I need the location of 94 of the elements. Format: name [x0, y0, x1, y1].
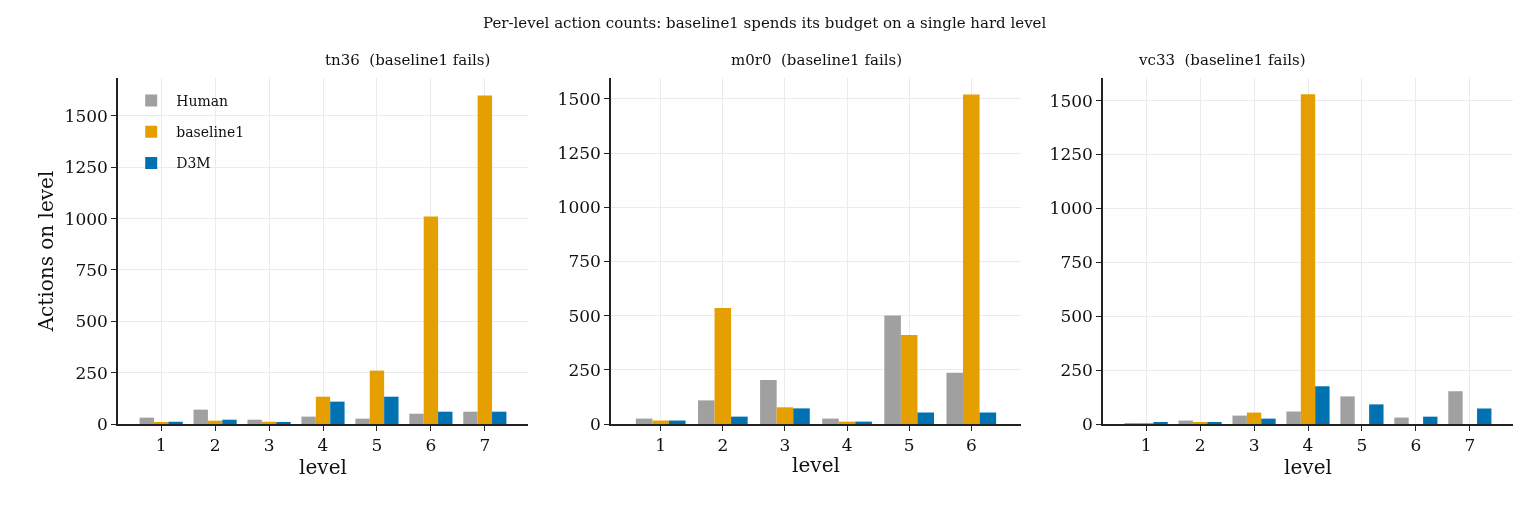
y-tick-label: 250: [75, 362, 108, 383]
x-tick-label: 1: [655, 435, 667, 456]
x-tick-label: 2: [717, 435, 729, 456]
bar: [917, 412, 935, 424]
x-axis-title: level: [1284, 455, 1332, 480]
bar: [247, 419, 262, 424]
legend-label: baseline1: [176, 124, 245, 141]
y-tick-label: 1500: [64, 105, 108, 126]
legend-label: D3M: [176, 155, 211, 172]
bar: [1315, 386, 1330, 424]
bar: [760, 379, 777, 424]
x-axis-title: level: [299, 455, 347, 480]
bar: [193, 409, 208, 424]
bar: [492, 411, 507, 424]
bar: [1232, 415, 1247, 424]
bar: [776, 407, 794, 424]
x-tick-label: 5: [1356, 435, 1368, 456]
bar: [793, 408, 810, 424]
x-tick-label: 4: [841, 435, 853, 456]
x-tick-label: 4: [317, 435, 329, 456]
x-axis-title: level: [792, 453, 840, 478]
bar: [822, 418, 839, 424]
bar: [1423, 416, 1438, 424]
y-tick-label: 0: [97, 413, 108, 434]
y-tick-label: 1000: [1049, 198, 1093, 219]
bar: [979, 412, 997, 424]
bar: [330, 401, 345, 424]
text: Per-level action counts: baseline1 spends its budget on a single hard level: [483, 14, 1047, 32]
bar: [222, 419, 237, 424]
bar: [438, 411, 453, 424]
x-tick-label: 3: [263, 435, 275, 456]
bar: [1477, 408, 1492, 424]
bar: [946, 372, 964, 424]
bar: [423, 216, 439, 424]
y-tick-label: 500: [1060, 306, 1093, 327]
bar: [900, 335, 918, 424]
chart-title: m0r0 (baseline1 fails): [731, 51, 903, 69]
x-tick-label: 7: [1464, 435, 1476, 456]
x-tick-label: 3: [1248, 435, 1260, 456]
y-tick-label: 1000: [64, 208, 108, 229]
y-tick-label: 750: [1060, 252, 1093, 273]
x-tick-label: 2: [209, 435, 221, 456]
y-tick-label: 1500: [557, 88, 601, 109]
y-tick-label: 500: [568, 305, 601, 326]
bar: [1261, 418, 1276, 424]
x-tick-label: 7: [479, 435, 491, 456]
bar: [714, 308, 732, 424]
bar: [315, 396, 331, 424]
x-tick-label: 3: [779, 435, 791, 456]
y-tick-label: 250: [1060, 360, 1093, 381]
bar: [1286, 411, 1301, 424]
y-tick-label: 750: [568, 251, 601, 272]
y-axis-title: Actions on level: [33, 170, 58, 333]
x-tick-label: 6: [425, 435, 437, 456]
bar: [1448, 391, 1463, 424]
bar: [1394, 417, 1409, 424]
y-tick-label: 0: [590, 413, 601, 434]
y-tick-label: 250: [568, 359, 601, 380]
bar: [731, 416, 748, 424]
x-tick-label: 5: [371, 435, 383, 456]
bar: [409, 413, 424, 424]
y-tick-label: 1250: [557, 142, 601, 163]
x-tick-label: 2: [1194, 435, 1206, 456]
bar: [697, 400, 715, 424]
chart-title: tn36 (baseline1 fails): [325, 51, 491, 69]
y-tick-label: 1250: [64, 157, 108, 178]
bar: [1340, 396, 1355, 424]
y-tick-label: 1250: [1049, 144, 1093, 165]
x-tick-label: 1: [1140, 435, 1152, 456]
y-tick-label: 1500: [1049, 90, 1093, 111]
bar: [384, 396, 399, 424]
x-tick-label: 6: [965, 435, 977, 456]
y-tick-label: 750: [75, 259, 108, 280]
bar: [369, 370, 385, 424]
bar: [1369, 404, 1384, 424]
bar: [168, 421, 183, 424]
bar: [884, 315, 901, 424]
bar: [963, 94, 980, 424]
bar: [1300, 94, 1316, 424]
x-tick-label: 5: [903, 435, 915, 456]
bar: [355, 418, 370, 424]
bar: [1246, 412, 1262, 424]
y-tick-label: 500: [75, 311, 108, 332]
chart-title: vc33 (baseline1 fails): [1138, 51, 1306, 69]
bar: [139, 417, 154, 424]
bar: [477, 95, 493, 424]
legend-label: Human: [176, 92, 229, 109]
y-tick-label: 0: [1082, 413, 1093, 434]
bar: [463, 411, 478, 424]
x-tick-label: 6: [1410, 435, 1422, 456]
x-tick-label: 4: [1302, 435, 1314, 456]
x-tick-label: 1: [155, 435, 167, 456]
bar: [301, 416, 316, 424]
y-tick-label: 1000: [557, 197, 601, 218]
